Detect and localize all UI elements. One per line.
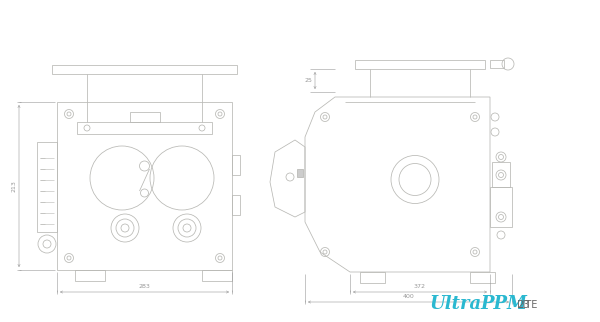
Text: 25: 25 xyxy=(304,78,312,83)
Bar xyxy=(232,195,240,215)
Text: PPM: PPM xyxy=(480,295,527,313)
Bar xyxy=(232,155,240,175)
Bar xyxy=(355,60,485,69)
Text: 23: 23 xyxy=(517,300,529,310)
Bar xyxy=(77,122,212,134)
Bar xyxy=(202,270,232,281)
Bar xyxy=(37,142,57,232)
Bar xyxy=(492,162,510,187)
Bar xyxy=(130,112,160,122)
Text: LITE: LITE xyxy=(517,300,538,310)
Bar xyxy=(75,270,105,281)
Text: Ultra: Ultra xyxy=(430,295,482,313)
Text: 283: 283 xyxy=(139,284,151,289)
Bar xyxy=(360,272,385,283)
Bar xyxy=(297,169,303,177)
Text: 400: 400 xyxy=(403,294,415,299)
Bar xyxy=(490,60,504,68)
Bar xyxy=(52,65,237,74)
Text: 372: 372 xyxy=(414,284,426,289)
Text: 213: 213 xyxy=(11,180,16,192)
Bar xyxy=(490,187,512,227)
Bar xyxy=(470,272,495,283)
Bar xyxy=(57,102,232,270)
